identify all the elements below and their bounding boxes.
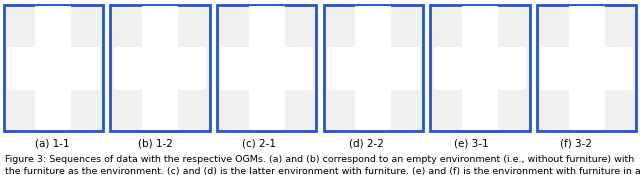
Bar [569, 6, 605, 130]
Text: (b) 1-2: (b) 1-2 [138, 138, 172, 149]
Text: (d) 2-2: (d) 2-2 [349, 138, 383, 149]
Bar [355, 6, 391, 130]
FancyBboxPatch shape [4, 5, 102, 131]
Text: (f) 3-2: (f) 3-2 [560, 138, 592, 149]
FancyBboxPatch shape [430, 5, 530, 131]
Bar [326, 47, 420, 90]
Bar [142, 6, 178, 130]
Bar [114, 47, 206, 90]
Text: Figure 3: Sequences of data with the respective OGMs. (a) and (b) correspond to : Figure 3: Sequences of data with the res… [5, 155, 634, 164]
Text: (a) 1-1: (a) 1-1 [35, 138, 69, 149]
Bar [220, 47, 314, 90]
Bar [434, 47, 527, 90]
Bar [462, 6, 498, 130]
Text: the furniture as the environment. (c) and (d) is the latter environment with fur: the furniture as the environment. (c) an… [5, 167, 640, 175]
Bar [540, 47, 634, 90]
FancyBboxPatch shape [110, 5, 210, 131]
FancyBboxPatch shape [538, 5, 636, 131]
FancyBboxPatch shape [217, 5, 316, 131]
FancyBboxPatch shape [323, 5, 422, 131]
Bar [249, 6, 285, 130]
Text: (e) 3-1: (e) 3-1 [454, 138, 489, 149]
Bar [35, 6, 71, 130]
Text: (c) 2-1: (c) 2-1 [242, 138, 276, 149]
Bar [7, 47, 100, 90]
